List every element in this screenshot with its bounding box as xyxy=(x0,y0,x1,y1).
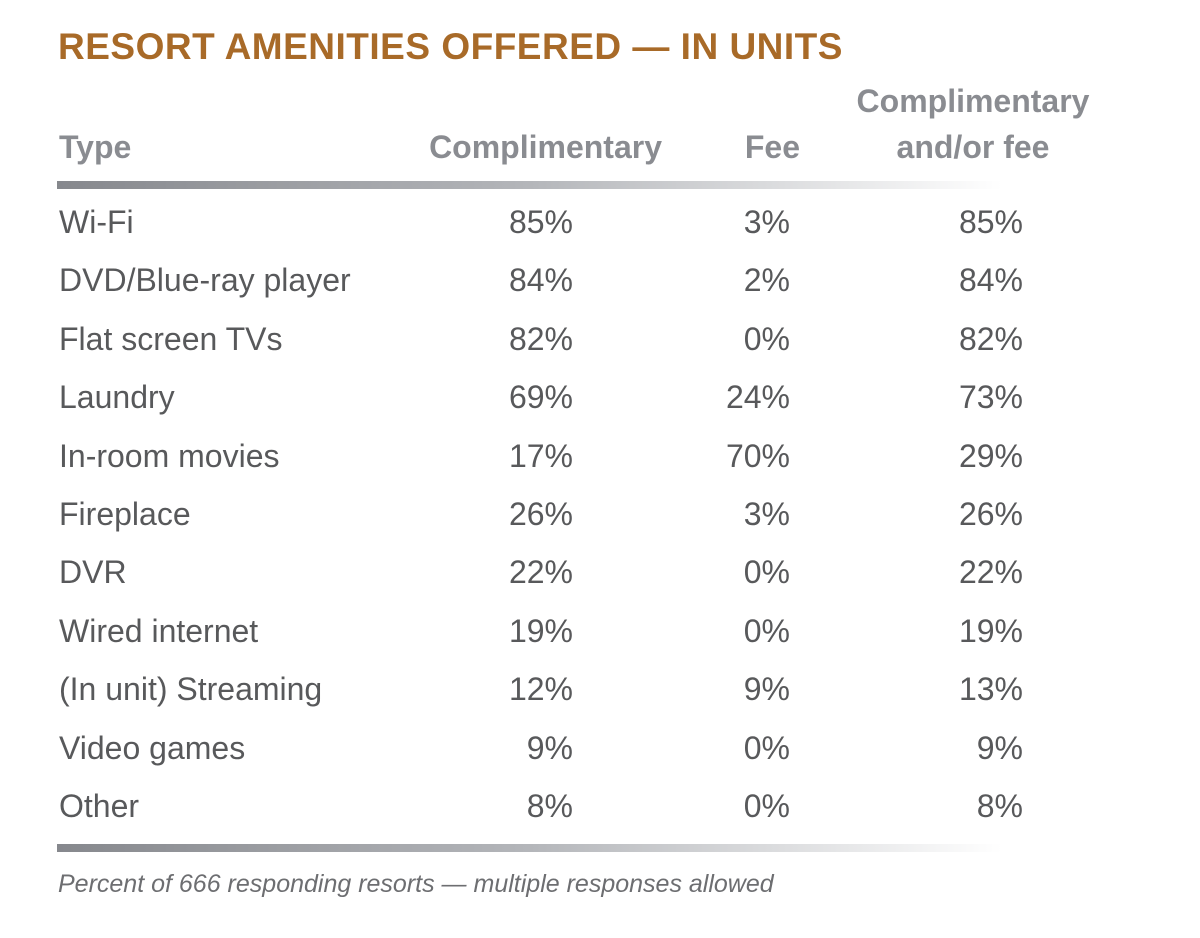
cell-type: Wired internet xyxy=(59,612,259,649)
table-row: Fireplace 26% 3% 26% xyxy=(0,485,1200,543)
cell-complimentary: 22% xyxy=(508,554,573,591)
header-complimentary-and-or-fee: Complimentary and/or fee xyxy=(833,78,1113,170)
cell-type: Flat screen TVs xyxy=(59,320,283,357)
table-row: Wi-Fi 85% 3% 85% xyxy=(0,193,1200,251)
header-fee: Fee xyxy=(744,129,800,165)
header-line-2: and/or fee xyxy=(896,129,1050,165)
cell-complimentary: 19% xyxy=(508,612,573,649)
cell-type: Video games xyxy=(59,729,246,766)
cell-fee: 9% xyxy=(743,671,790,708)
cell-complimentary-and-or-fee: 22% xyxy=(958,554,1023,591)
cell-complimentary: 8% xyxy=(526,788,573,824)
cell-fee: 3% xyxy=(743,204,790,240)
cell-complimentary-and-or-fee: 19% xyxy=(958,612,1023,649)
header-complimentary: Complimentary xyxy=(429,129,662,165)
cell-complimentary-and-or-fee: 9% xyxy=(976,729,1023,766)
header-line-1: Complimentary xyxy=(856,83,1090,119)
cell-complimentary-and-or-fee: 73% xyxy=(958,379,1023,416)
cell-fee: 24% xyxy=(725,379,790,416)
table-row: (In unit) Streaming 12% 9% 13% xyxy=(0,660,1200,718)
cell-complimentary: 17% xyxy=(508,437,573,474)
footer-divider xyxy=(57,844,1002,852)
cell-complimentary-and-or-fee: 29% xyxy=(958,437,1023,474)
cell-fee: 0% xyxy=(743,612,790,649)
cell-fee: 70% xyxy=(725,437,790,474)
table-row: Flat screen TVs 82% 0% 82% xyxy=(0,310,1200,368)
table-row: DVD/Blue-ray player 84% 2% 84% xyxy=(0,251,1200,309)
cell-complimentary-and-or-fee: 84% xyxy=(958,262,1023,299)
cell-complimentary: 82% xyxy=(508,320,573,357)
table-row: In-room movies 17% 70% 29% xyxy=(0,427,1200,485)
cell-type: Other xyxy=(59,788,140,824)
cell-type: In-room movies xyxy=(59,437,280,474)
cell-type: Fireplace xyxy=(59,496,191,532)
cell-type: DVR xyxy=(59,554,127,591)
table-title: RESORT AMENITIES OFFERED — IN UNITS xyxy=(58,26,843,67)
cell-type: Wi-Fi xyxy=(59,204,134,240)
table-row: Video games 9% 0% 9% xyxy=(0,719,1200,777)
cell-complimentary-and-or-fee: 26% xyxy=(958,496,1023,532)
header-type: Type xyxy=(59,129,132,165)
cell-complimentary: 26% xyxy=(508,496,573,532)
cell-fee: 0% xyxy=(743,554,790,591)
cell-complimentary-and-or-fee: 8% xyxy=(976,788,1023,824)
table-row: Laundry 69% 24% 73% xyxy=(0,368,1200,426)
cell-complimentary: 85% xyxy=(508,204,573,240)
cell-type: (In unit) Streaming xyxy=(59,671,323,708)
cell-fee: 0% xyxy=(743,788,790,824)
cell-fee: 0% xyxy=(743,320,790,357)
table-row: DVR 22% 0% 22% xyxy=(0,543,1200,601)
cell-complimentary-and-or-fee: 85% xyxy=(958,204,1023,240)
cell-complimentary: 12% xyxy=(508,671,573,708)
cell-complimentary: 9% xyxy=(526,729,573,766)
cell-fee: 2% xyxy=(743,262,790,299)
cell-fee: 0% xyxy=(743,729,790,766)
cell-complimentary: 69% xyxy=(508,379,573,416)
cell-complimentary: 84% xyxy=(508,262,573,299)
cell-type: Laundry xyxy=(59,379,175,416)
table-row: Wired internet 19% 0% 19% xyxy=(0,602,1200,660)
cell-complimentary-and-or-fee: 13% xyxy=(958,671,1023,708)
table-row: Other 8% 0% 8% xyxy=(0,777,1200,835)
cell-fee: 3% xyxy=(743,496,790,532)
cell-complimentary-and-or-fee: 82% xyxy=(958,320,1023,357)
header-divider xyxy=(57,181,1002,189)
cell-type: DVD/Blue-ray player xyxy=(59,262,351,299)
footnote: Percent of 666 responding resorts — mult… xyxy=(58,870,774,898)
